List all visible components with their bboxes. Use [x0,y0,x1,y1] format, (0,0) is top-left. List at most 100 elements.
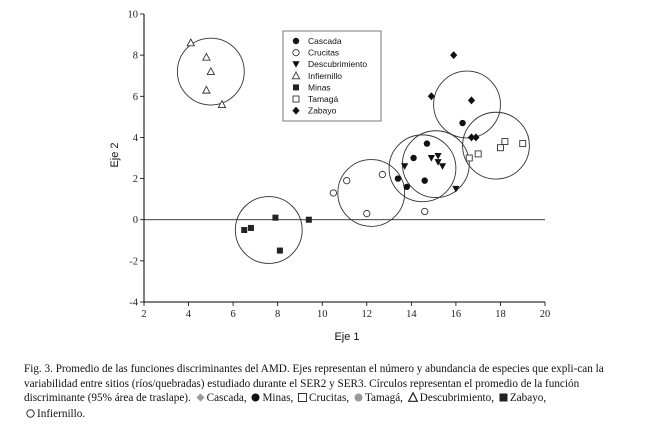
overlap-circle-minas [234,196,303,264]
data-point [394,175,402,182]
data-point [438,163,447,170]
caption-legend-infiernillo: Infiernillo. [37,407,86,420]
series-tamagá [465,138,527,162]
legend-box [282,30,382,122]
caption-text: Fig. 3. Promedio de las funciones discri… [24,363,604,405]
legend-marker [292,95,300,103]
overlap-circle-infiernillo [176,37,245,106]
data-point [452,185,460,193]
overlap-circle-descubrimiento [388,134,457,203]
x-tick-label: 2 [141,309,146,320]
x-tick-label: 20 [540,309,551,320]
data-point [434,159,442,166]
data-point [329,189,338,197]
data-point [410,154,417,162]
data-point [519,140,527,148]
data-point [217,99,227,108]
y-tick-label: 10 [128,10,139,21]
y-tick-label: 4 [133,133,139,144]
legend-marker [292,48,300,57]
series-cascada [394,119,466,190]
filled-circle-icon [251,392,260,407]
data-point [305,216,312,223]
caption-legend-tamaga: Tamagá, [364,392,403,405]
diamond-icon [196,392,205,407]
x-tick-label: 10 [317,309,328,320]
caption-legend-minas: Minas, [262,392,294,405]
grey-circle-icon [354,392,363,407]
data-point [472,133,480,142]
y-tick-label: -4 [129,298,138,309]
y-tick-label: 8 [133,51,138,62]
data-point [474,150,482,158]
series-crucitas [329,170,429,218]
overlap-circle-crucitas [337,159,406,227]
data-point [186,38,196,47]
data-point [401,163,409,170]
overlap-circle-tamagá [462,111,530,180]
data-point [247,224,254,231]
data-point [421,207,429,216]
data-point [427,92,435,101]
legend-label: Descubrimiento [308,59,367,69]
data-point [343,176,351,185]
y-tick-label: 2 [133,174,138,185]
x-tick-label: 12 [362,309,373,320]
x-tick-label: 4 [186,309,192,320]
data-point [421,177,428,184]
overlap-circle-cascada [401,130,470,199]
overlap-circle-zabayo [433,70,501,139]
x-tick-label: 14 [406,309,417,320]
legend-label: Minas [308,82,331,92]
data-point [434,152,442,160]
open-square-icon [298,392,308,407]
plot-frame [143,14,545,303]
data-point [206,66,216,76]
legend-marker [292,61,300,68]
x-tick-label: 6 [230,309,235,320]
axis-ticks: 2 4 6 8 10 12 14 16 18 20 -4 -2 0 2 4 6 8 10 [128,10,551,321]
data-point [276,247,283,254]
data-point [403,183,411,190]
data-point [467,96,476,105]
series-infiernillo [186,38,227,108]
open-triangle-icon [407,391,419,407]
data-point [241,227,248,233]
y-tick-label: -2 [129,256,138,267]
legend-label: Crucitas [308,48,339,58]
caption-legend-descubrimiento: Descubrimiento, [419,392,495,405]
data-point [501,138,509,145]
legend-marker [291,71,301,80]
caption-legend-crucitas: Crucitas, [309,392,350,405]
data-point [202,85,211,94]
data-point [450,51,458,60]
y-tick-label: 6 [133,92,138,103]
data-point [496,144,504,152]
data-point [427,155,435,162]
legend-marker [292,106,300,115]
caption-legend-zabayo: Zabayo, [509,392,547,405]
series-minas [241,214,312,254]
legend-label: Infiernillo [308,71,342,81]
y-axis-label: Eje 2 [109,142,121,167]
data-point [272,214,279,221]
y-tick-label: 0 [133,215,138,226]
data-point [202,52,211,61]
figure-caption: Fig. 3. Promedio de las funciones discri… [24,362,624,422]
series-descubrimiento [401,152,460,193]
data-point [363,209,371,218]
x-tick-label: 8 [275,309,280,320]
data-point [459,119,466,127]
legend-marker [293,84,299,91]
x-tick-label: 16 [451,309,462,320]
caption-legend-cascada: Cascada, [206,392,247,405]
filled-square-icon [499,392,508,407]
data-point [467,133,476,142]
data-point [378,170,387,179]
x-axis-label: Eje 1 [334,331,359,343]
legend-label: Cascada [308,36,342,46]
data-point [423,140,431,147]
legend-label: Tamagá [308,94,339,104]
